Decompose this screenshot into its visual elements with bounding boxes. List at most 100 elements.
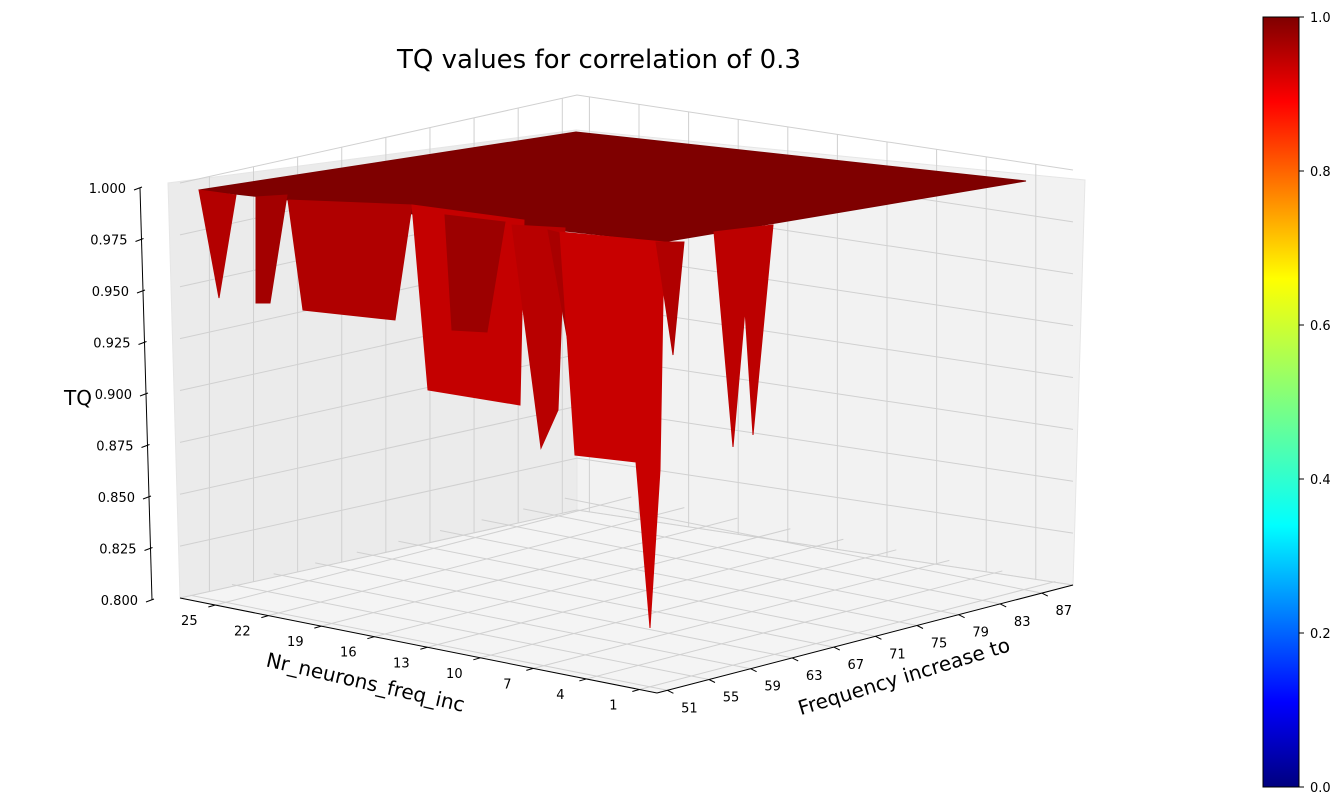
surface-dip [255, 194, 288, 304]
x-tick-label: 87 [1056, 604, 1073, 619]
surface-dip [198, 189, 237, 299]
z-tick [145, 598, 155, 603]
z-tick-label: 0.925 [93, 337, 130, 352]
x-tick [916, 625, 924, 629]
x-tick-label: 55 [723, 691, 740, 706]
z-tick [139, 392, 149, 397]
x-tick-label: 63 [806, 669, 823, 684]
x-tick-label: 59 [764, 680, 781, 695]
grid-line-y [215, 496, 632, 606]
grid-line-z [179, 457, 1074, 547]
y-tick [314, 625, 322, 629]
surface-dip [444, 214, 506, 333]
y-tick [473, 657, 481, 661]
y-tick-label: 10 [446, 667, 463, 682]
grid-line-y [321, 517, 738, 627]
x-tick [958, 614, 965, 619]
z-tick-label: 0.950 [92, 285, 129, 300]
y-axis-line [179, 597, 658, 694]
grid-line-y [586, 570, 1003, 680]
y-tick [526, 667, 534, 671]
x-tick-label: 75 [931, 637, 948, 652]
y-tick-label: 13 [393, 656, 410, 671]
grid-line-y [639, 580, 1056, 690]
colorbar-gradient [1262, 16, 1300, 788]
y-tick [208, 604, 216, 608]
z-tick [135, 238, 144, 242]
z-axis-label: TQ [63, 386, 92, 410]
y-tick-label: 7 [503, 677, 511, 692]
grid-line-x [481, 519, 959, 616]
colorbar-tick-label: 0.2 [1310, 627, 1331, 642]
x-axis-line [656, 584, 1074, 694]
grid-line-x [439, 530, 918, 626]
x-tick [667, 689, 674, 694]
y-tick-label: 4 [556, 688, 564, 703]
grid-line-x [523, 508, 1001, 605]
grid-line-x [356, 551, 834, 648]
colorbar-tick-label: 0.0 [1310, 781, 1331, 796]
grid-line-x [398, 540, 876, 637]
y-tick-label: 19 [287, 635, 304, 650]
z-tick [144, 547, 153, 551]
x-tick-label: 83 [1014, 615, 1031, 630]
x-tick [791, 657, 799, 662]
colorbar-tick-label: 0.4 [1310, 473, 1331, 488]
y-tick [579, 678, 587, 682]
x-tick [999, 603, 1007, 608]
grid-line-z [179, 509, 1074, 599]
y-tick-label: 25 [181, 614, 198, 629]
grid-line-y [533, 559, 950, 669]
surface-plot [198, 131, 1027, 629]
y-tick [420, 646, 428, 650]
y-tick [261, 615, 269, 619]
grid-line-x [315, 562, 793, 659]
colorbar-tick-label: 1.0 [1310, 11, 1331, 26]
grid-line-y [268, 507, 685, 617]
z-tick [142, 495, 152, 500]
y-tick-label: 22 [234, 625, 251, 640]
z-tick-label: 0.800 [101, 594, 138, 609]
x-tick [708, 679, 716, 683]
z-tick-label: 1.000 [89, 182, 126, 197]
y-tick [367, 636, 375, 640]
grid-line-x [273, 573, 751, 670]
x-tick [750, 668, 757, 673]
colorbar-tick-label: 0.8 [1310, 165, 1331, 180]
x-tick [1041, 592, 1049, 597]
chart-title: TQ values for correlation of 0.3 [396, 45, 801, 75]
x-tick-label: 67 [848, 658, 865, 673]
x-tick-label: 79 [972, 626, 989, 641]
grid-line-z [179, 94, 1074, 184]
z-tick-label: 0.825 [99, 543, 136, 558]
surface-dip [713, 224, 774, 448]
x-tick-label: 51 [681, 701, 698, 716]
grid-line-y [374, 528, 791, 638]
grid-line-x [231, 584, 710, 680]
grid-line-y [480, 549, 897, 659]
x-tick [875, 635, 882, 640]
z-tick-label: 0.975 [90, 234, 127, 249]
x-tick-label: 71 [889, 647, 906, 662]
surface-dip [511, 224, 566, 450]
z-tick-label: 0.850 [98, 491, 135, 506]
z-tick [141, 444, 150, 448]
colorbar-ticks: 0.0 0.2 0.4 0.6 0.8 1.0 [1299, 11, 1331, 796]
z-tick-label: 0.900 [95, 388, 132, 403]
y-tick [632, 689, 640, 692]
z-tick [136, 289, 146, 294]
y-tick-label: 1 [609, 698, 617, 713]
colorbar: 0.0 0.2 0.4 0.6 0.8 1.0 [1262, 11, 1331, 796]
z-tick [133, 186, 143, 191]
colorbar-tick-label: 0.6 [1310, 319, 1331, 334]
z-tick-label: 0.875 [96, 440, 133, 455]
grid-line-x [190, 594, 668, 691]
axes: 51 55 59 63 67 71 75 79 83 87 1 4 7 10 13 16 19 22 25 0.800… [89, 182, 1074, 716]
z-tick [138, 341, 147, 345]
grid-line-y [427, 538, 844, 648]
y-axis-label: Nr_neurons_freq_inc [264, 648, 467, 717]
surface-dip [655, 241, 685, 356]
y-tick-label: 16 [340, 646, 357, 661]
